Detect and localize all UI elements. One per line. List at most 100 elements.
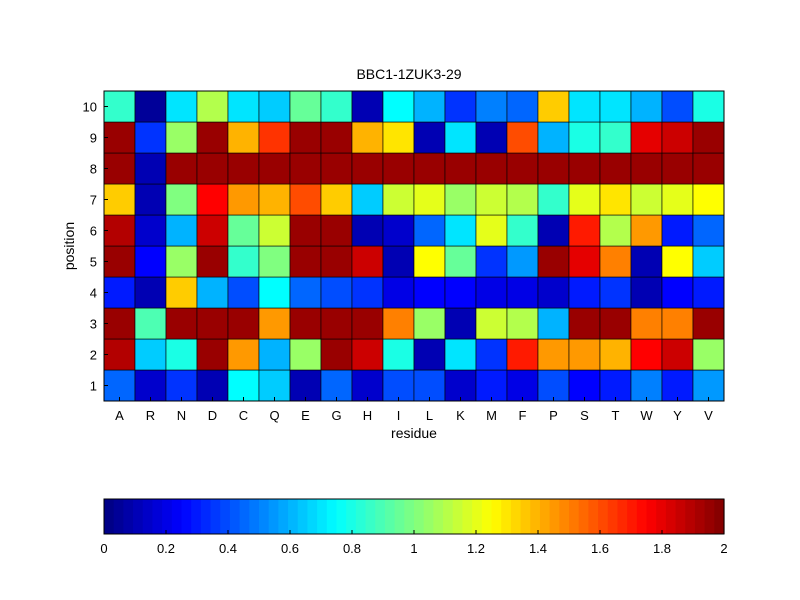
x-tick-label: S <box>580 408 589 423</box>
colorbar-segment <box>559 499 570 534</box>
heatmap-cell <box>134 121 167 154</box>
colorbar-segment <box>656 499 667 534</box>
colorbar-segment <box>268 499 279 534</box>
heatmap-cell <box>444 90 477 123</box>
colorbar-segment <box>520 499 531 534</box>
heatmap-cell <box>134 245 167 278</box>
colorbar-segment <box>510 499 522 534</box>
colorbar-segment <box>394 499 405 534</box>
heatmap-cell <box>227 276 260 309</box>
heatmap-cell <box>134 183 167 216</box>
heatmap-cell <box>103 276 136 309</box>
heatmap-cell <box>165 369 198 402</box>
heatmap-cell <box>537 307 570 340</box>
heatmap-cell <box>568 307 601 340</box>
heatmap-cell <box>320 121 353 154</box>
heatmap-cell <box>196 338 229 371</box>
heatmap-cell <box>506 338 539 371</box>
colorbar-segment <box>133 499 144 534</box>
heatmap-cell <box>258 338 291 371</box>
heatmap-cell <box>692 307 725 340</box>
colorbar-segment <box>162 499 173 534</box>
heatmap-cell <box>227 338 260 371</box>
colorbar-segment <box>530 499 541 534</box>
colorbar-segment <box>636 499 648 534</box>
heatmap-cell <box>227 307 260 340</box>
colorbar-segment <box>481 499 493 534</box>
heatmap-cell <box>103 183 136 216</box>
heatmap-cell <box>537 276 570 309</box>
heatmap-cell <box>630 338 663 371</box>
y-tick-label: 6 <box>90 224 97 239</box>
colorbar-segment <box>384 499 396 534</box>
heatmap-cell <box>289 90 322 123</box>
heatmap-cell <box>692 121 725 154</box>
x-tick-label: I <box>397 408 401 423</box>
heatmap-cell <box>475 276 508 309</box>
colorbar-segment <box>714 499 725 534</box>
heatmap-cell <box>196 214 229 247</box>
colorbar-segment <box>142 499 154 534</box>
x-tick-label: N <box>177 408 186 423</box>
heatmap-cell <box>661 276 694 309</box>
colorbar-segment <box>472 499 483 534</box>
x-tick-label: H <box>363 408 372 423</box>
heatmap-cell <box>692 152 725 185</box>
colorbar-tick-label: 1.8 <box>653 541 671 556</box>
heatmap-cell <box>568 338 601 371</box>
heatmap-cell <box>661 121 694 154</box>
heatmap-cell <box>351 183 384 216</box>
heatmap-cell <box>258 369 291 402</box>
x-tick-label: C <box>239 408 248 423</box>
heatmap-cell <box>599 276 632 309</box>
heatmap-cell <box>196 90 229 123</box>
heatmap-cell <box>661 152 694 185</box>
heatmap-cell <box>196 183 229 216</box>
heatmap-cell <box>196 276 229 309</box>
heatmap-cell <box>227 152 260 185</box>
heatmap-cell <box>537 245 570 278</box>
heatmap-cell <box>568 121 601 154</box>
colorbar-tick-label: 0.4 <box>219 541 237 556</box>
colorbar-segment <box>346 499 357 534</box>
y-tick-label: 1 <box>90 379 97 394</box>
heatmap-cell <box>289 245 322 278</box>
colorbar-segment <box>433 499 444 534</box>
heatmap-cell <box>134 369 167 402</box>
y-tick-label: 9 <box>90 131 97 146</box>
colorbar-segment <box>336 499 347 534</box>
heatmap-cell <box>289 214 322 247</box>
heatmap-cell <box>475 152 508 185</box>
heatmap-cell <box>196 152 229 185</box>
heatmap-cell <box>506 152 539 185</box>
x-tick-label: R <box>146 408 155 423</box>
heatmap-cell <box>661 214 694 247</box>
heatmap-cell <box>165 338 198 371</box>
heatmap-cell <box>227 121 260 154</box>
heatmap-cell <box>103 214 136 247</box>
y-tick-labels: 1 2 3 4 5 6 7 8 9 10 <box>83 100 108 394</box>
heatmap-cell <box>289 338 322 371</box>
heatmap-cell <box>103 369 136 402</box>
heatmap-cell <box>692 369 725 402</box>
colorbar-segment <box>588 499 599 534</box>
heatmap-cell <box>351 307 384 340</box>
heatmap-cell <box>289 276 322 309</box>
heatmap-cell <box>196 245 229 278</box>
heatmap-cell <box>320 276 353 309</box>
x-tick-label: P <box>549 408 558 423</box>
chart-title: BBC1-1ZUK3-29 <box>356 66 461 82</box>
heatmap-cell <box>382 121 415 154</box>
colorbar-segment <box>675 499 686 534</box>
y-tick-label: 7 <box>90 193 97 208</box>
colorbar-segment <box>200 499 212 534</box>
heatmap-cell <box>134 214 167 247</box>
heatmap-cell <box>320 369 353 402</box>
heatmap-cell <box>382 369 415 402</box>
heatmap-cell <box>196 121 229 154</box>
colorbar-tick-label: 0.6 <box>281 541 299 556</box>
heatmap-cell <box>444 214 477 247</box>
heatmap-cell <box>289 183 322 216</box>
heatmap-cell <box>258 152 291 185</box>
